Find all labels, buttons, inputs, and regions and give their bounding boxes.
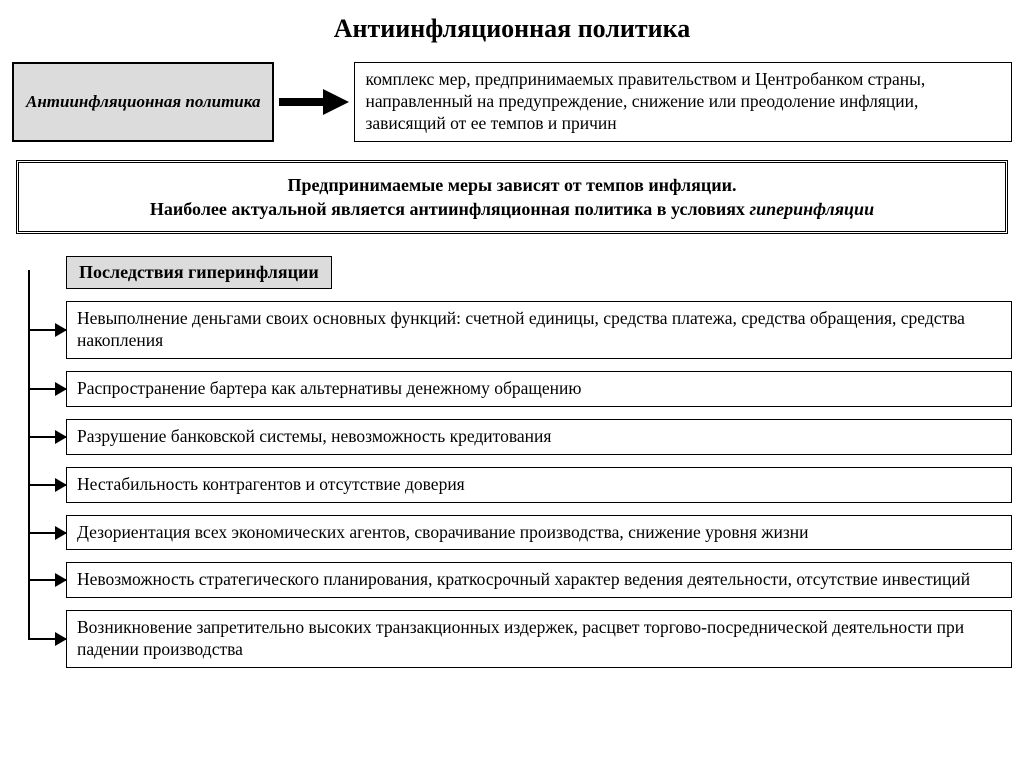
measures-line2: Наиболее актуальной является антиинфляци… (33, 197, 991, 221)
consequence-item: Разрушение банковской системы, невозможн… (66, 419, 1012, 455)
page-title: Антиинфляционная политика (12, 14, 1012, 44)
term-text: Антиинфляционная политика (26, 92, 260, 112)
consequence-item: Нестабильность контрагентов и отсутствие… (66, 467, 1012, 503)
consequence-item: Распространение бартера как альтернативы… (66, 371, 1012, 407)
consequence-item: Невозможность стратегического планирован… (66, 562, 1012, 598)
branch-arrow-icon (28, 579, 66, 581)
branch-arrow-icon (28, 388, 66, 390)
term-box: Антиинфляционная политика (12, 62, 274, 142)
branch-arrow-icon (28, 532, 66, 534)
consequence-item: Невыполнение деньгами своих основных фун… (66, 301, 1012, 359)
measures-line1: Предпринимаемые меры зависят от темпов и… (33, 173, 991, 197)
branch-arrow-icon (28, 329, 66, 331)
definition-box: комплекс мер, предпринимаемых правительс… (354, 62, 1012, 142)
definition-row: Антиинфляционная политика комплекс мер, … (12, 62, 1012, 142)
tree-spine (28, 270, 30, 640)
measures-line2-em: гиперинфляции (749, 199, 874, 219)
consequences-tree: Последствия гиперинфляции Невыполнение д… (12, 256, 1012, 668)
branch-arrow-icon (28, 484, 66, 486)
consequences-header: Последствия гиперинфляции (66, 256, 332, 289)
arrow-icon (274, 62, 354, 142)
measures-box: Предпринимаемые меры зависят от темпов и… (16, 160, 1008, 235)
branch-arrow-icon (28, 436, 66, 438)
branch-arrow-icon (28, 638, 66, 640)
consequence-item: Дезориентация всех экономических агентов… (66, 515, 1012, 551)
consequence-item: Возникновение запретительно высоких тран… (66, 610, 1012, 668)
measures-line2-prefix: Наиболее актуальной является антиинфляци… (150, 199, 750, 219)
definition-text: комплекс мер, предпринимаемых правительс… (365, 69, 925, 133)
